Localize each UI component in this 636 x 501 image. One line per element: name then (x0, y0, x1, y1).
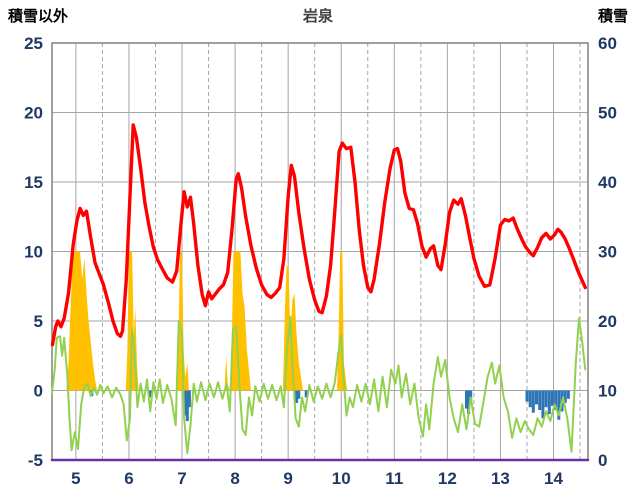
left-axis-tick-label: -5 (28, 451, 43, 470)
precipitation-bars-bar (187, 390, 191, 408)
precipitation-bars-bar (563, 390, 567, 403)
green-line (51, 315, 587, 455)
x-axis-tick-label: 6 (124, 469, 133, 488)
x-axis-tick-label: 11 (385, 469, 403, 488)
precipitation-bars-bar (566, 390, 570, 399)
precipitation-bars-bar (544, 390, 548, 408)
precipitation-bars-bar (297, 390, 301, 399)
left-axis-title: 積雪以外 (8, 8, 69, 25)
left-axis-tick-label: 20 (24, 104, 43, 123)
precipitation-bars (90, 390, 570, 422)
x-axis-tick-label: 5 (71, 469, 80, 488)
x-axis-tick-label: 13 (491, 469, 510, 488)
precipitation-bars-bar (547, 390, 551, 415)
right-axis-tick-label: 10 (598, 382, 617, 401)
precipitation-bars-bar (554, 390, 558, 410)
precipitation-bars-bar (465, 390, 468, 409)
right-axis-tick-label: 0 (598, 451, 607, 470)
x-axis-tick-label: 10 (332, 469, 351, 488)
x-axis-tick-label: 8 (230, 469, 239, 488)
precipitation-bars-bar (535, 390, 538, 405)
left-axis-tick-label: 0 (34, 382, 43, 401)
right-axis-tick-label: 20 (598, 312, 617, 331)
precipitation-bars-bar (538, 390, 542, 410)
left-axis-tick-label: 5 (34, 312, 43, 331)
precipitation-bars-bar (531, 390, 535, 413)
x-axis-tick-label: 12 (438, 469, 457, 488)
right-axis-tick-label: 30 (598, 243, 617, 262)
temperature-line (50, 123, 587, 347)
x-axis-tick-label: 14 (544, 469, 563, 488)
precipitation-bars-bar (467, 390, 471, 415)
x-axis-tick-label: 9 (283, 469, 292, 488)
right-axis-tick-label: 40 (598, 173, 617, 192)
left-axis-tick-label: 25 (24, 34, 43, 53)
precipitation-bars-bar (528, 390, 532, 408)
left-axis-tick-label: 10 (24, 243, 43, 262)
precipitation-bars-bar (185, 390, 189, 422)
precipitation-bars-bar (557, 390, 561, 420)
precipitation-bars-bar (525, 390, 529, 402)
precipitation-bars-bar (550, 390, 554, 406)
left-axis-tick-label: 15 (24, 173, 43, 192)
right-axis-tick-label: 50 (598, 104, 617, 123)
x-axis-tick-label: 7 (177, 469, 186, 488)
precipitation-bars-bar (183, 390, 187, 416)
precipitation-bars-bar (304, 390, 308, 398)
right-axis-tick-label: 60 (598, 34, 617, 53)
precipitation-bars-bar (148, 390, 152, 398)
precipitation-bars-bar (541, 390, 545, 419)
right-axis-title: 積雪 (597, 8, 628, 25)
precipitation-bars-bar (295, 390, 299, 403)
